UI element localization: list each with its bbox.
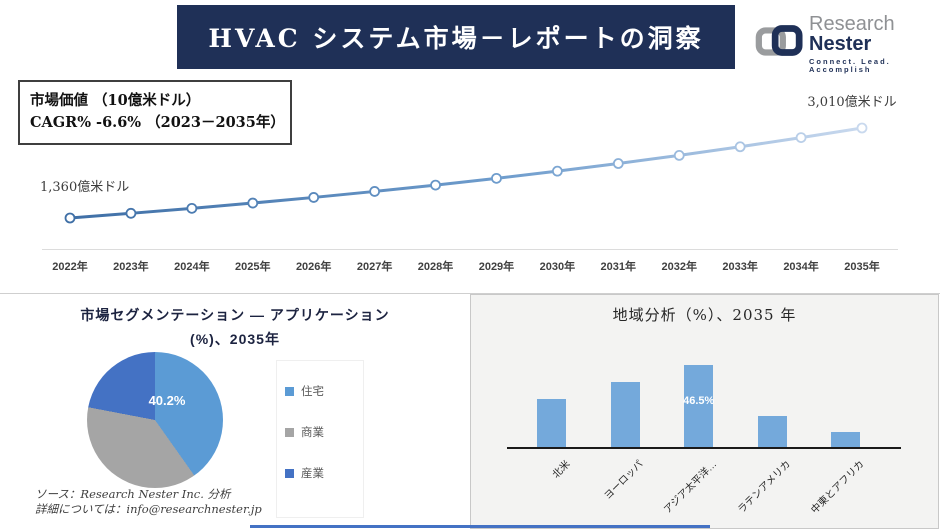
line-chart xyxy=(64,122,868,224)
logo: Research Nester Connect. Lead. Accomplis… xyxy=(755,14,940,73)
legend-item: 商業 xyxy=(285,425,355,439)
bar-category-labels: 北米 ヨーロッパ アジア太平洋… ラテンアメリカ 中東とアフリカ xyxy=(471,456,938,526)
pie-section: 市場セグメンテーション ― アプリケーション (%)、2035年 40.2% 住… xyxy=(0,294,470,529)
pie-data-label: 40.2% xyxy=(148,393,186,408)
legend-label: 産業 xyxy=(301,468,324,480)
year-tick-label: 2026年 xyxy=(295,261,332,273)
bar-category-label: ヨーロッパ xyxy=(602,458,646,502)
bar-category-label: 中東とアフリカ xyxy=(809,458,867,517)
year-tick-label: 2033年 xyxy=(722,261,758,273)
header-banner: HVAC システム市場－レポートの洞察 xyxy=(177,5,735,69)
legend-swatch-icon xyxy=(285,427,294,437)
pie-chart xyxy=(87,352,223,488)
bar-category-label: ラテンアメリカ xyxy=(735,458,793,516)
bar xyxy=(757,415,787,449)
data-point-marker xyxy=(551,165,563,177)
bar-section: 地域分析（%）、2035 年 46.5% 北米 ヨーロッパ アジア太平洋… ラテンアメ… xyxy=(470,294,939,529)
logo-tagline: Connect. Lead. Accomplish xyxy=(809,57,891,74)
year-tick-label: 2029年 xyxy=(478,261,515,273)
bar-axis-line xyxy=(507,447,901,449)
x-axis-line xyxy=(42,249,898,250)
year-tick-label: 2032年 xyxy=(661,261,697,273)
x-axis-tick-labels: 2022年 2023年 2024年 2025年 2026年 2027年 2028年 2029年… xyxy=(0,258,940,276)
data-point-marker xyxy=(734,141,746,153)
data-point-marker xyxy=(491,172,502,184)
data-point-marker xyxy=(247,197,259,209)
year-tick-label: 2025年 xyxy=(235,261,271,273)
bar-data-label: 46.5% xyxy=(683,395,715,407)
legend-swatch-icon xyxy=(285,468,294,478)
data-point-marker xyxy=(64,212,76,224)
data-point-marker xyxy=(430,179,441,191)
end-value-annotation: 3,010億米ドル xyxy=(807,95,897,110)
trend-line xyxy=(68,126,864,220)
chain-link-icon xyxy=(755,22,803,65)
legend-label: 商業 xyxy=(301,427,324,439)
cagr-label: CAGR% -6.6% （2023－2035年） xyxy=(30,114,285,131)
bar-category-label: アジア太平洋… xyxy=(662,458,720,516)
footer: ソース：Research Nester Inc. 分析 詳細については：info… xyxy=(35,487,262,517)
bar xyxy=(684,365,714,449)
legend-item: 住宅 xyxy=(285,384,355,398)
year-tick-label: 2028年 xyxy=(417,261,454,273)
bottom-accent-line xyxy=(250,525,710,528)
year-tick-label: 2022年 xyxy=(52,261,88,273)
data-point-marker xyxy=(856,122,868,134)
legend-swatch-icon xyxy=(285,386,294,396)
data-point-marker xyxy=(369,186,381,197)
pie-chart-title: 市場セグメンテーション ― アプリケーション (%)、2035年 xyxy=(80,307,390,347)
year-tick-label: 2030年 xyxy=(539,261,576,273)
bar-chart-title: 地域分析（%）、2035 年 xyxy=(612,306,797,324)
footer-contact: 詳細については：info@researchnester.jp xyxy=(35,502,262,516)
section-divider xyxy=(0,293,940,294)
page-title: HVAC システム市場－レポートの洞察 xyxy=(208,24,704,53)
data-point-marker xyxy=(795,132,807,143)
bar-chart xyxy=(471,295,938,449)
data-point-marker xyxy=(612,158,624,169)
market-value-box: 市場価値 （10億米ドル） CAGR% -6.6% （2023－2035年） xyxy=(18,80,292,145)
year-tick-label: 2034年 xyxy=(783,261,819,273)
data-point-marker xyxy=(186,202,198,214)
year-tick-label: 2031年 xyxy=(600,261,637,273)
bar-category-label: 北米 xyxy=(550,458,573,481)
footer-source: ソース：Research Nester Inc. 分析 xyxy=(35,487,231,501)
year-tick-label: 2024年 xyxy=(174,261,210,273)
year-tick-label: 2035年 xyxy=(844,261,880,273)
start-value-annotation: 1,360億米ドル xyxy=(40,180,130,195)
bar xyxy=(610,382,640,449)
market-value-label: 市場価値 （10億米ドル） xyxy=(30,92,201,109)
bar xyxy=(537,399,566,449)
year-tick-label: 2027年 xyxy=(356,261,393,273)
legend-label: 住宅 xyxy=(301,386,324,398)
data-point-marker xyxy=(673,149,685,161)
legend-item: 産業 xyxy=(285,466,355,480)
year-tick-label: 2023年 xyxy=(113,261,149,273)
bar xyxy=(831,432,861,449)
logo-brand-name: Research Nester xyxy=(809,13,895,55)
logo-text: Research Nester Connect. Lead. Accomplis… xyxy=(809,14,940,73)
pie-legend: 住宅 商業 産業 xyxy=(276,360,364,518)
data-point-marker xyxy=(308,192,320,203)
data-point-marker xyxy=(125,207,137,219)
